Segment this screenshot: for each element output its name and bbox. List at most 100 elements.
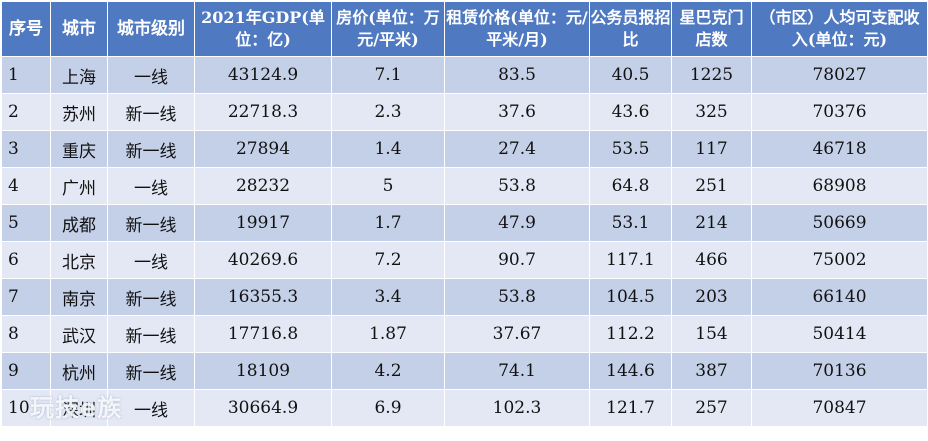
cell-civil-service-ratio: 104.5 [589, 278, 672, 316]
cell-city-tier: 新一线 [107, 352, 195, 390]
table-row: 10 深圳 一线 30664.9 6.9 102.3 121.7 257 70847 [1, 389, 928, 427]
cell-house-price: 5 [331, 167, 445, 205]
cell-city: 成都 [50, 204, 108, 242]
cell-city: 深圳 [50, 389, 108, 427]
cell-city: 武汉 [50, 315, 108, 353]
cell-civil-service-ratio: 40.5 [589, 56, 672, 94]
cell-gdp: 18109 [194, 352, 332, 390]
cell-index: 4 [1, 167, 51, 205]
cell-disposable-income: 78027 [751, 56, 928, 94]
cell-rent-price: 37.6 [444, 93, 590, 131]
cell-house-price: 4.2 [331, 352, 445, 390]
table-body: 1 上海 一线 43124.9 7.1 83.5 40.5 1225 78027 2 苏州 新一线 22… [1, 56, 928, 427]
table-row: 1 上海 一线 43124.9 7.1 83.5 40.5 1225 78027 [1, 56, 928, 94]
cell-house-price: 7.1 [331, 56, 445, 94]
cell-index: 9 [1, 352, 51, 390]
cell-starbucks-stores: 251 [671, 167, 752, 205]
cell-house-price: 3.4 [331, 278, 445, 316]
cell-index: 5 [1, 204, 51, 242]
cell-gdp: 16355.3 [194, 278, 332, 316]
cell-civil-service-ratio: 117.1 [589, 241, 672, 279]
cell-index: 10 [1, 389, 51, 427]
cell-disposable-income: 70376 [751, 93, 928, 131]
cell-civil-service-ratio: 43.6 [589, 93, 672, 131]
cell-city-tier: 一线 [107, 56, 195, 94]
cell-gdp: 19917 [194, 204, 332, 242]
cell-civil-service-ratio: 121.7 [589, 389, 672, 427]
cell-city-tier: 一线 [107, 241, 195, 279]
table-row: 6 北京 一线 40269.6 7.2 90.7 117.1 466 75002 [1, 241, 928, 279]
cell-city-tier: 一线 [107, 389, 195, 427]
cell-city: 上海 [50, 56, 108, 94]
table-row: 7 南京 新一线 16355.3 3.4 53.8 104.5 203 66140 [1, 278, 928, 316]
header-index: 序号 [1, 1, 51, 57]
cell-disposable-income: 70136 [751, 352, 928, 390]
table-row: 2 苏州 新一线 22718.3 2.3 37.6 43.6 325 70376 [1, 93, 928, 131]
cell-city: 重庆 [50, 130, 108, 168]
header-rent-price: 租赁价格(单位：元/平米/月) [444, 1, 590, 57]
cell-disposable-income: 50669 [751, 204, 928, 242]
cell-civil-service-ratio: 144.6 [589, 352, 672, 390]
cell-city: 苏州 [50, 93, 108, 131]
cell-city-tier: 新一线 [107, 315, 195, 353]
header-city: 城市 [50, 1, 108, 57]
cell-city-tier: 新一线 [107, 278, 195, 316]
cell-starbucks-stores: 466 [671, 241, 752, 279]
cell-disposable-income: 70847 [751, 389, 928, 427]
cell-house-price: 1.4 [331, 130, 445, 168]
cell-city-tier: 新一线 [107, 204, 195, 242]
header-starbucks-stores: 星巴克门店数 [671, 1, 752, 57]
cell-civil-service-ratio: 53.1 [589, 204, 672, 242]
cell-index: 7 [1, 278, 51, 316]
cell-starbucks-stores: 325 [671, 93, 752, 131]
header-row: 序号 城市 城市级别 2021年GDP(单位：亿) 房价(单位：万元/平米) 租… [1, 1, 928, 57]
cell-starbucks-stores: 387 [671, 352, 752, 390]
header-gdp: 2021年GDP(单位：亿) [194, 1, 332, 57]
cell-disposable-income: 46718 [751, 130, 928, 168]
cell-rent-price: 74.1 [444, 352, 590, 390]
cell-gdp: 40269.6 [194, 241, 332, 279]
cell-index: 8 [1, 315, 51, 353]
cell-city: 杭州 [50, 352, 108, 390]
cell-starbucks-stores: 257 [671, 389, 752, 427]
cell-starbucks-stores: 203 [671, 278, 752, 316]
cell-city-tier: 新一线 [107, 93, 195, 131]
cell-house-price: 1.87 [331, 315, 445, 353]
header-civil-service-ratio: 公务员报招比 [589, 1, 672, 57]
cell-gdp: 30664.9 [194, 389, 332, 427]
table-row: 4 广州 一线 28232 5 53.8 64.8 251 68908 [1, 167, 928, 205]
cell-starbucks-stores: 154 [671, 315, 752, 353]
cell-city: 北京 [50, 241, 108, 279]
cell-city: 南京 [50, 278, 108, 316]
cell-disposable-income: 50414 [751, 315, 928, 353]
cell-rent-price: 53.8 [444, 167, 590, 205]
table-row: 9 杭州 新一线 18109 4.2 74.1 144.6 387 70136 [1, 352, 928, 390]
cell-civil-service-ratio: 64.8 [589, 167, 672, 205]
table-row: 3 重庆 新一线 27894 1.4 27.4 53.5 117 46718 [1, 130, 928, 168]
cell-rent-price: 37.67 [444, 315, 590, 353]
cell-gdp: 28232 [194, 167, 332, 205]
cell-city-tier: 一线 [107, 167, 195, 205]
cell-civil-service-ratio: 53.5 [589, 130, 672, 168]
cell-rent-price: 47.9 [444, 204, 590, 242]
cell-rent-price: 102.3 [444, 389, 590, 427]
header-disposable-income: （市区）人均可支配收入(单位：元) [751, 1, 928, 57]
cell-rent-price: 83.5 [444, 56, 590, 94]
cell-disposable-income: 66140 [751, 278, 928, 316]
cell-house-price: 7.2 [331, 241, 445, 279]
cell-index: 2 [1, 93, 51, 131]
cell-house-price: 1.7 [331, 204, 445, 242]
cell-city: 广州 [50, 167, 108, 205]
cell-rent-price: 53.8 [444, 278, 590, 316]
cell-rent-price: 27.4 [444, 130, 590, 168]
cell-gdp: 17716.8 [194, 315, 332, 353]
cell-civil-service-ratio: 112.2 [589, 315, 672, 353]
cell-gdp: 43124.9 [194, 56, 332, 94]
cell-starbucks-stores: 117 [671, 130, 752, 168]
cell-house-price: 6.9 [331, 389, 445, 427]
header-city-tier: 城市级别 [107, 1, 195, 57]
cell-gdp: 27894 [194, 130, 332, 168]
cell-disposable-income: 75002 [751, 241, 928, 279]
table-row: 5 成都 新一线 19917 1.7 47.9 53.1 214 50669 [1, 204, 928, 242]
cell-disposable-income: 68908 [751, 167, 928, 205]
